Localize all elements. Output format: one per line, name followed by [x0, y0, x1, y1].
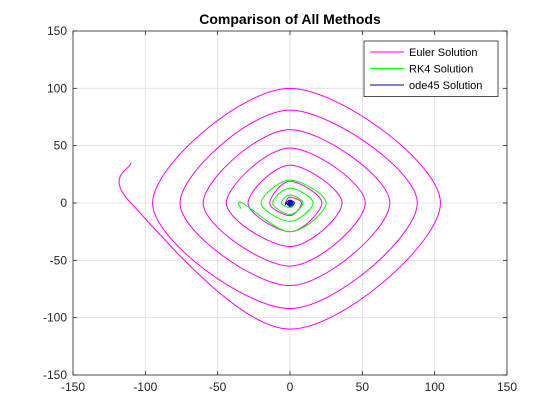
legend-label: RK4 Solution	[409, 64, 473, 76]
tick-marks	[72, 30, 508, 376]
data-lines	[118, 87, 441, 330]
x-tick-label: -50	[209, 380, 227, 394]
legend: Euler Solution RK4 Solution ode45 Solution	[363, 40, 499, 97]
y-tick-label: -100	[43, 311, 67, 325]
x-tick-label: 0	[287, 380, 294, 394]
y-tick-label: 150	[47, 24, 67, 38]
legend-label: ode45 Solution	[409, 80, 482, 92]
legend-label: Euler Solution	[409, 47, 478, 59]
y-tick-label: 0	[60, 196, 67, 210]
x-tick-label: 50	[356, 380, 370, 394]
x-tick-label: -150	[61, 380, 85, 394]
y-tick-label: -150	[43, 368, 67, 382]
y-tick-label: -50	[50, 253, 68, 267]
y-tick-label: 100	[47, 81, 67, 95]
tick-labels: -150 -100 -50 0 50 100 150 -150 -100 -50 0 50 100 150	[43, 24, 517, 394]
chart-title: Comparison of All Methods	[199, 11, 381, 27]
x-tick-label: -100	[133, 380, 157, 394]
series-line-euler-solution	[118, 87, 441, 330]
x-tick-label: 100	[425, 380, 445, 394]
x-tick-label: 150	[497, 380, 517, 394]
y-tick-label: 50	[54, 139, 68, 153]
series-line-rk4-solution	[237, 179, 327, 233]
series-line-ode45-solution	[284, 199, 295, 207]
